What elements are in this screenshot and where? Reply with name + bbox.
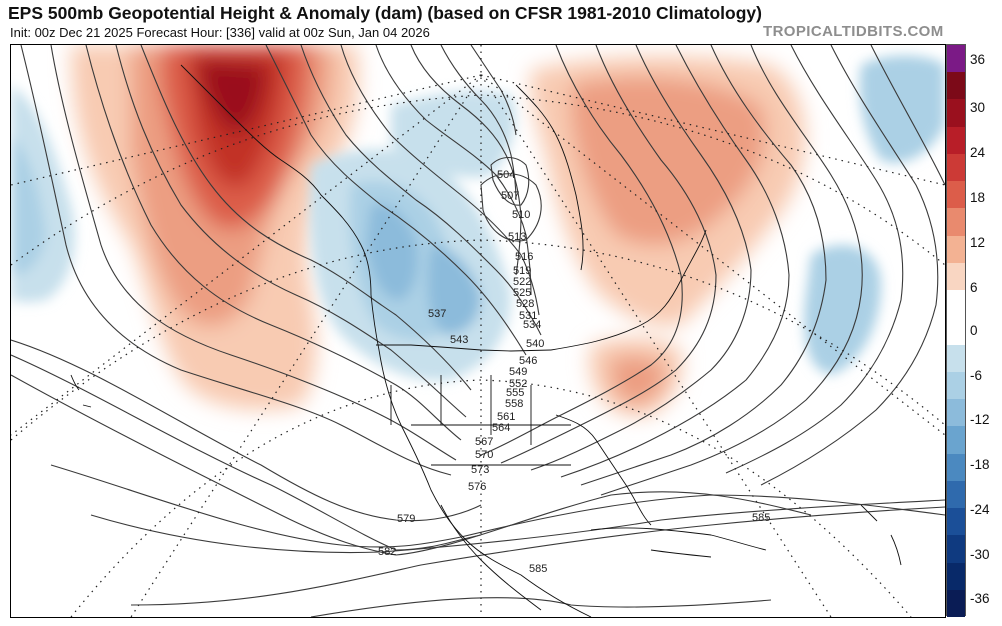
contour-labels: 504 507 510 513 516 519 522 525 528 531 …	[378, 169, 770, 575]
colorbar-tick-label: -30	[970, 547, 990, 562]
colorbar-swatch	[947, 126, 965, 155]
colorbar-swatch	[947, 453, 965, 482]
contour-label: 543	[450, 334, 468, 346]
contour-label: 510	[512, 209, 530, 221]
contour-label: 579	[397, 513, 415, 525]
colorbar-swatch	[947, 99, 965, 128]
contour-label: 534	[523, 319, 541, 331]
contour-label: 564	[492, 422, 510, 434]
colorbar-swatch	[947, 72, 965, 100]
colorbar-swatch	[947, 480, 965, 509]
contour-label: 522	[513, 276, 531, 288]
contour-label: 552	[509, 378, 527, 390]
colorbar-swatch	[947, 208, 965, 237]
colorbar-swatch	[947, 153, 965, 182]
contour-label: 540	[526, 338, 544, 350]
colorbar-tick-label: 24	[970, 145, 986, 160]
colorbar-swatch	[947, 45, 965, 73]
colorbar-swatch	[947, 290, 965, 318]
coastlines	[70, 64, 902, 617]
contour-label: 561	[497, 411, 515, 423]
contour-label: 546	[519, 355, 537, 367]
colorbar-swatch	[947, 426, 965, 455]
colorbar-swatch	[947, 235, 965, 264]
contour-label: 558	[505, 398, 523, 410]
colorbar-swatch	[947, 371, 965, 400]
colorbar-swatch	[947, 562, 965, 591]
colorbar-swatch	[947, 317, 965, 346]
colorbar-tick-label: 12	[970, 235, 986, 250]
colorbar-swatch	[947, 262, 965, 291]
colorbar-swatch	[947, 399, 965, 427]
chart-subtitle: Init: 00z Dec 21 2025 Forecast Hour: [33…	[10, 25, 430, 40]
contour-label: 570	[475, 449, 493, 461]
positive-anomaly-shading	[71, 45, 806, 417]
colorbar-tick-label: 30	[970, 100, 986, 115]
anomaly-colorbar	[946, 44, 966, 618]
contour-label: 513	[508, 231, 526, 243]
contour-label: 585	[529, 563, 547, 575]
contour-label: 531	[519, 310, 537, 322]
contour-label: 567	[475, 436, 493, 448]
colorbar-swatch	[947, 508, 965, 536]
negative-anomaly-shading	[11, 55, 945, 381]
contour-label: 537	[428, 308, 446, 320]
contour-label: 525	[513, 287, 531, 299]
colorbar-tick-label: -12	[970, 412, 990, 427]
colorbar-swatch	[947, 535, 965, 564]
chart-title: EPS 500mb Geopotential Height & Anomaly …	[8, 3, 762, 23]
colorbar-swatch	[947, 344, 965, 373]
contour-label: 573	[471, 464, 489, 476]
contour-label: 582	[378, 546, 396, 558]
contour-label: 507	[501, 190, 519, 202]
map-panel: 504 507 510 513 516 519 522 525 528 531 …	[10, 44, 946, 618]
colorbar-tick-label: 6	[970, 280, 978, 295]
colorbar-tick-label: 36	[970, 52, 986, 67]
colorbar-tick-label: -24	[970, 502, 990, 517]
colorbar-tick-label: 18	[970, 190, 986, 205]
contour-label: 504	[497, 169, 515, 181]
colorbar-swatch	[947, 589, 965, 618]
contour-label: 519	[513, 265, 531, 277]
height-contours	[11, 45, 945, 617]
contour-label: 555	[506, 387, 524, 399]
contour-label: 585	[752, 512, 770, 524]
site-watermark: TROPICALTIDBITS.COM	[763, 23, 944, 40]
contour-label: 576	[468, 481, 486, 493]
weather-map: 504 507 510 513 516 519 522 525 528 531 …	[11, 45, 945, 617]
colorbar-tick-label: -36	[970, 591, 990, 606]
colorbar-tick-label: -18	[970, 457, 990, 472]
contour-label: 528	[516, 298, 534, 310]
contour-label: 549	[509, 366, 527, 378]
colorbar-tick-label: -6	[970, 368, 983, 383]
colorbar-tick-label: 0	[970, 323, 978, 338]
colorbar-swatch	[947, 181, 965, 209]
contour-label: 516	[515, 251, 533, 263]
